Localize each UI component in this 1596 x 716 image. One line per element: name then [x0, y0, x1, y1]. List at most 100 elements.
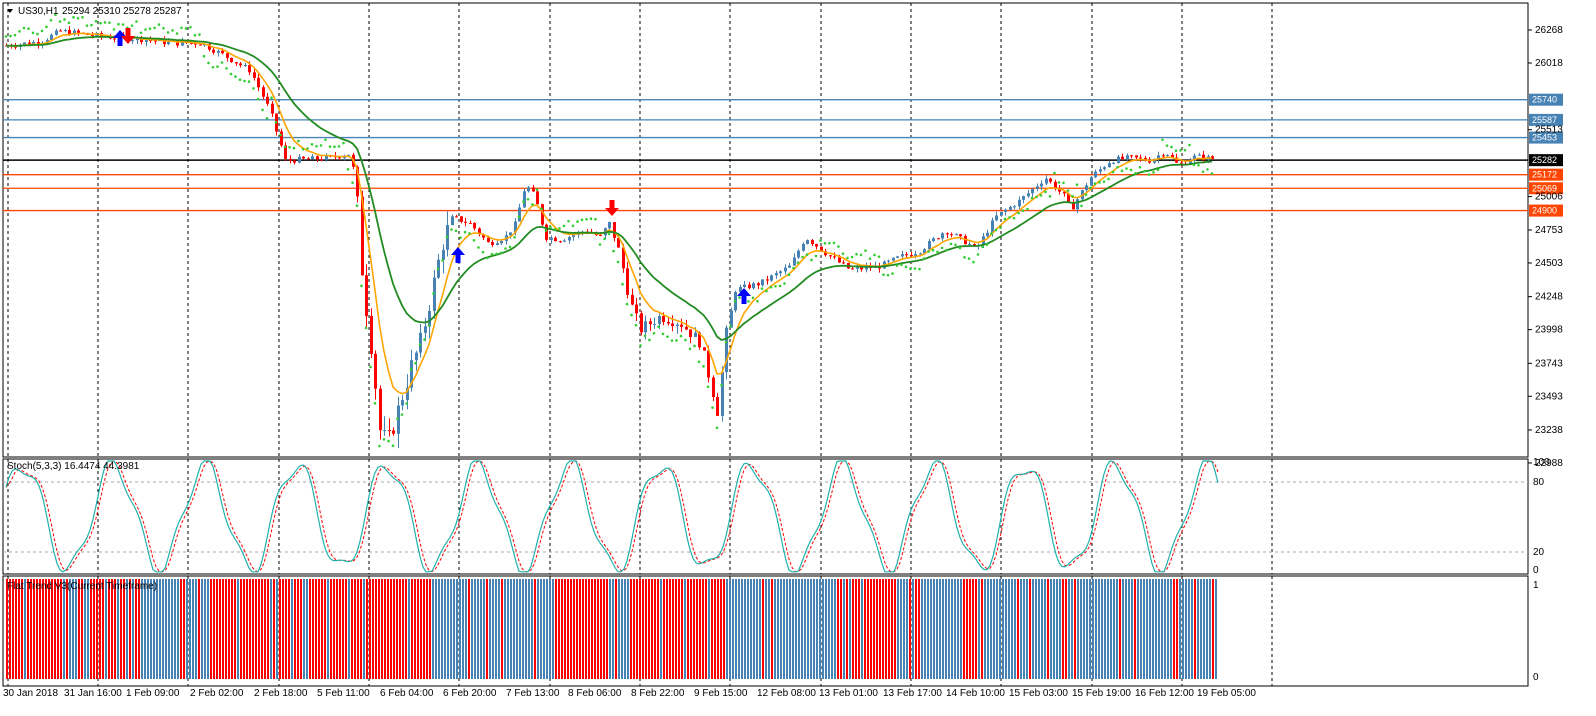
flat-trend-bar	[1143, 579, 1145, 679]
psar-dot	[571, 224, 575, 228]
candle-body	[833, 256, 836, 258]
psar-dot	[1201, 170, 1205, 174]
candle-body	[428, 310, 431, 327]
candle-body	[226, 53, 229, 58]
psar-dot	[4, 35, 8, 38]
psar-dot	[828, 241, 831, 245]
flat-trend-bar	[1185, 579, 1187, 679]
flat-trend-bar	[852, 579, 854, 679]
flat-trend-bar	[510, 579, 512, 679]
candle-body	[1054, 181, 1057, 189]
time-label: 13 Feb 17:00	[883, 688, 942, 699]
flat-trend-bar	[993, 579, 995, 679]
candle-body	[356, 166, 359, 197]
candle-body	[617, 237, 620, 248]
psar-dot	[594, 217, 597, 221]
flat-trend-bar	[207, 579, 209, 679]
flat-trend-bar	[192, 579, 194, 679]
flat-trend-bar	[312, 579, 314, 679]
flat-trend-bar	[519, 579, 521, 679]
flat-trend-bar	[402, 579, 404, 679]
candle-body	[338, 157, 341, 159]
candle-body	[653, 324, 656, 326]
psar-dot	[463, 230, 467, 234]
candle-body	[923, 249, 926, 254]
flat-trend-bar	[204, 579, 206, 679]
psar-dot	[94, 19, 98, 23]
psar-dot	[198, 33, 201, 36]
candle-body	[1117, 156, 1120, 163]
candle-body	[743, 284, 746, 288]
flat-trend-bar	[1206, 579, 1208, 679]
flat-trend-bar	[222, 579, 224, 679]
flat-trend-bar	[1104, 579, 1106, 679]
price-label-26018: 26018	[1535, 58, 1563, 69]
flat-trend-bar	[1188, 579, 1190, 679]
candle-body	[959, 234, 962, 237]
flat-trend-bar	[528, 579, 530, 679]
candle-body	[1130, 155, 1133, 157]
candle-body	[554, 237, 557, 242]
flat-trend-bar	[900, 579, 902, 679]
candle-body	[221, 50, 224, 54]
flat-trend-bar	[933, 579, 935, 679]
flat-trend-bar	[789, 579, 791, 679]
time-label: 13 Feb 01:00	[819, 688, 878, 699]
flat-trend-bar	[372, 579, 374, 679]
flat-trend-bar	[423, 579, 425, 679]
flat-trend-bar	[912, 579, 914, 679]
dropdown-triangle-icon[interactable]	[7, 9, 13, 13]
candle-body	[991, 220, 994, 233]
candle-body	[176, 40, 179, 46]
flat-trend-bar	[1170, 579, 1172, 679]
candle-body	[550, 237, 553, 240]
psar-dot	[576, 220, 579, 223]
flat-trend-panel[interactable]	[2, 575, 1529, 687]
flat-trend-bar	[1176, 579, 1178, 679]
flat-trend-bar	[600, 579, 602, 679]
candle-body	[680, 324, 683, 327]
psar-dot	[567, 219, 570, 223]
flat-trend-bar	[771, 579, 773, 679]
psar-dot	[81, 15, 84, 19]
candle-body	[707, 350, 710, 378]
flat-trend-bar	[597, 579, 599, 679]
flat-trend-bar	[1125, 579, 1127, 679]
flat-trend-bar	[978, 579, 980, 679]
psar-dot	[256, 97, 260, 101]
psar-dot	[315, 144, 318, 148]
candle-body	[613, 222, 616, 238]
psar-dot	[868, 257, 872, 261]
candle-body	[320, 159, 323, 161]
flat-trend-bar	[585, 579, 587, 679]
flat-trend-bar	[438, 579, 440, 679]
flat-trend-bar	[1173, 579, 1175, 679]
candle-body	[194, 43, 197, 45]
psar-dot	[234, 75, 237, 78]
flat-trend-bar	[357, 579, 359, 679]
flat-trend-bar	[687, 579, 689, 679]
psar-dot	[9, 34, 12, 38]
psar-dot	[553, 227, 557, 231]
flat-trend-bar	[906, 579, 908, 679]
psar-dot	[72, 16, 75, 19]
candle-body	[1126, 155, 1129, 159]
stochastic-panel[interactable]	[2, 458, 1529, 575]
candle-body	[217, 50, 220, 53]
flat-trend-bar	[1122, 579, 1124, 679]
flat-trend-bar	[957, 579, 959, 679]
psar-dot	[1156, 168, 1160, 172]
flat-trend-bar	[57, 579, 59, 679]
psar-dot	[459, 236, 462, 239]
flat-trend-bar	[954, 579, 956, 679]
candle-body	[154, 40, 157, 42]
psar-dot	[333, 145, 336, 149]
psar-dot	[130, 24, 134, 27]
price-panel[interactable]	[2, 2, 1529, 458]
psar-dot	[1071, 194, 1074, 198]
candle-body	[262, 87, 265, 97]
flat-trend-bar	[972, 579, 974, 679]
level-label-bg	[1529, 154, 1563, 167]
flat-trend-bar	[288, 579, 290, 679]
